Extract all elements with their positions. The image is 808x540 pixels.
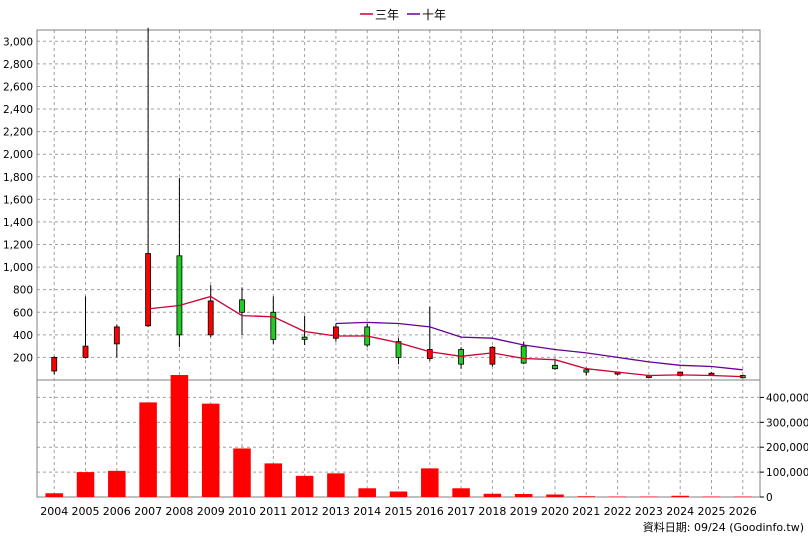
volume-bar [452, 488, 470, 497]
candles [51, 27, 746, 379]
year-tick-label: 2026 [729, 505, 757, 518]
candle-body [489, 346, 496, 365]
volume-bar [264, 463, 283, 497]
year-tick-label: 2011 [259, 505, 287, 518]
price-tick-label: 600 [13, 307, 33, 319]
year-tick-label: 2019 [510, 505, 538, 518]
legend-label-10yr: 十年 [422, 8, 446, 22]
price-tick-label: 1,800 [3, 172, 33, 184]
volume-bar [483, 493, 502, 497]
price-tick-label: 2,800 [3, 59, 33, 71]
year-tick-label: 2016 [416, 505, 444, 518]
volume-bar [421, 468, 439, 497]
volume-bar [139, 402, 157, 497]
year-tick-label: 2018 [478, 505, 506, 518]
year-tick-label: 2012 [291, 505, 319, 518]
price-axis: 200 400 600 800 1,000 1,200 1,400 1,600 1,800 2,0… [3, 36, 33, 364]
year-axis: 2004 2005 2006 2007 2008 2009 2010 2011 2012 2013… [40, 505, 757, 518]
price-tick-label: 1,400 [3, 217, 33, 229]
year-tick-label: 2005 [72, 505, 100, 518]
price-tick-label: 400 [13, 330, 33, 342]
year-tick-label: 2023 [635, 505, 663, 518]
volume-bar [233, 448, 251, 497]
year-tick-label: 2006 [103, 505, 131, 518]
candle-body [239, 299, 245, 313]
year-tick-label: 2013 [322, 505, 350, 518]
volume-bar [514, 494, 533, 497]
year-tick-label: 2017 [447, 505, 475, 518]
candle-body [426, 349, 433, 359]
volume-bar [608, 496, 627, 498]
price-tick-label: 3,000 [3, 36, 33, 48]
candle-body [333, 326, 339, 339]
volume-tick-label: 200,000 [766, 442, 808, 454]
candle-body [176, 255, 183, 336]
year-tick-label: 2024 [666, 505, 694, 518]
price-tick-label: 2,000 [3, 149, 33, 161]
moving-averages [148, 295, 743, 378]
year-tick-label: 2015 [385, 505, 413, 518]
volume-tick-label: 300,000 [766, 417, 808, 429]
volume-bar [327, 473, 345, 497]
legend: 三年 十年 [360, 8, 446, 22]
ma-10yr-line [335, 321, 743, 371]
volume-bar [295, 475, 314, 497]
price-tick-label: 2,400 [3, 104, 33, 116]
volume-tick-label: 0 [766, 492, 773, 504]
volume-axis: 0 100,000 200,000 300,000 400,000 [760, 392, 808, 504]
legend-label-3yr: 三年 [375, 8, 399, 22]
candle-body [395, 341, 402, 358]
volume-bar [546, 494, 564, 497]
volume-bar [577, 496, 596, 497]
price-tick-label: 2,600 [3, 81, 33, 93]
grid-layer [37, 30, 760, 497]
year-tick-label: 2010 [228, 505, 256, 518]
candle-body [270, 311, 277, 340]
candle-body [113, 326, 120, 345]
candle-body [82, 345, 89, 358]
volume-bar [389, 491, 408, 497]
volume-bar [358, 488, 376, 497]
volume-bar [45, 493, 63, 497]
candle-body [520, 345, 527, 364]
volume-bar [108, 470, 126, 497]
volume-tick-label: 400,000 [766, 392, 808, 404]
year-tick-label: 2004 [40, 505, 68, 518]
year-tick-label: 2020 [541, 505, 569, 518]
candle-body [145, 253, 152, 327]
candle-body [51, 357, 58, 372]
candle-body [207, 300, 214, 336]
volume-tick-label: 100,000 [766, 467, 808, 479]
volume-bar [76, 472, 95, 497]
volume-bar [170, 375, 189, 497]
ma-3yr-line [148, 295, 743, 378]
year-tick-label: 2007 [134, 505, 162, 518]
footer-date: 資料日期: 09/24 (Goodinfo.tw) [643, 520, 804, 534]
volume-bars [45, 375, 752, 498]
price-tick-label: 200 [13, 352, 33, 364]
year-tick-label: 2014 [353, 505, 381, 518]
price-tick-label: 2,200 [3, 127, 33, 139]
year-tick-label: 2022 [604, 505, 632, 518]
price-tick-label: 800 [13, 285, 33, 297]
year-tick-label: 2021 [572, 505, 600, 518]
candle-body [301, 336, 308, 340]
volume-bar [201, 403, 220, 497]
year-tick-label: 2025 [697, 505, 725, 518]
volume-bar [640, 496, 658, 498]
price-tick-label: 1,600 [3, 194, 33, 206]
price-tick-label: 1,200 [3, 240, 33, 252]
volume-bar [734, 496, 752, 498]
volume-bar [702, 496, 721, 498]
year-tick-label: 2008 [165, 505, 193, 518]
price-tick-label: 1,000 [3, 262, 33, 274]
year-tick-label: 2009 [197, 505, 225, 518]
candle-body [552, 364, 558, 370]
candle-body [583, 369, 590, 373]
volume-bar [671, 495, 689, 497]
